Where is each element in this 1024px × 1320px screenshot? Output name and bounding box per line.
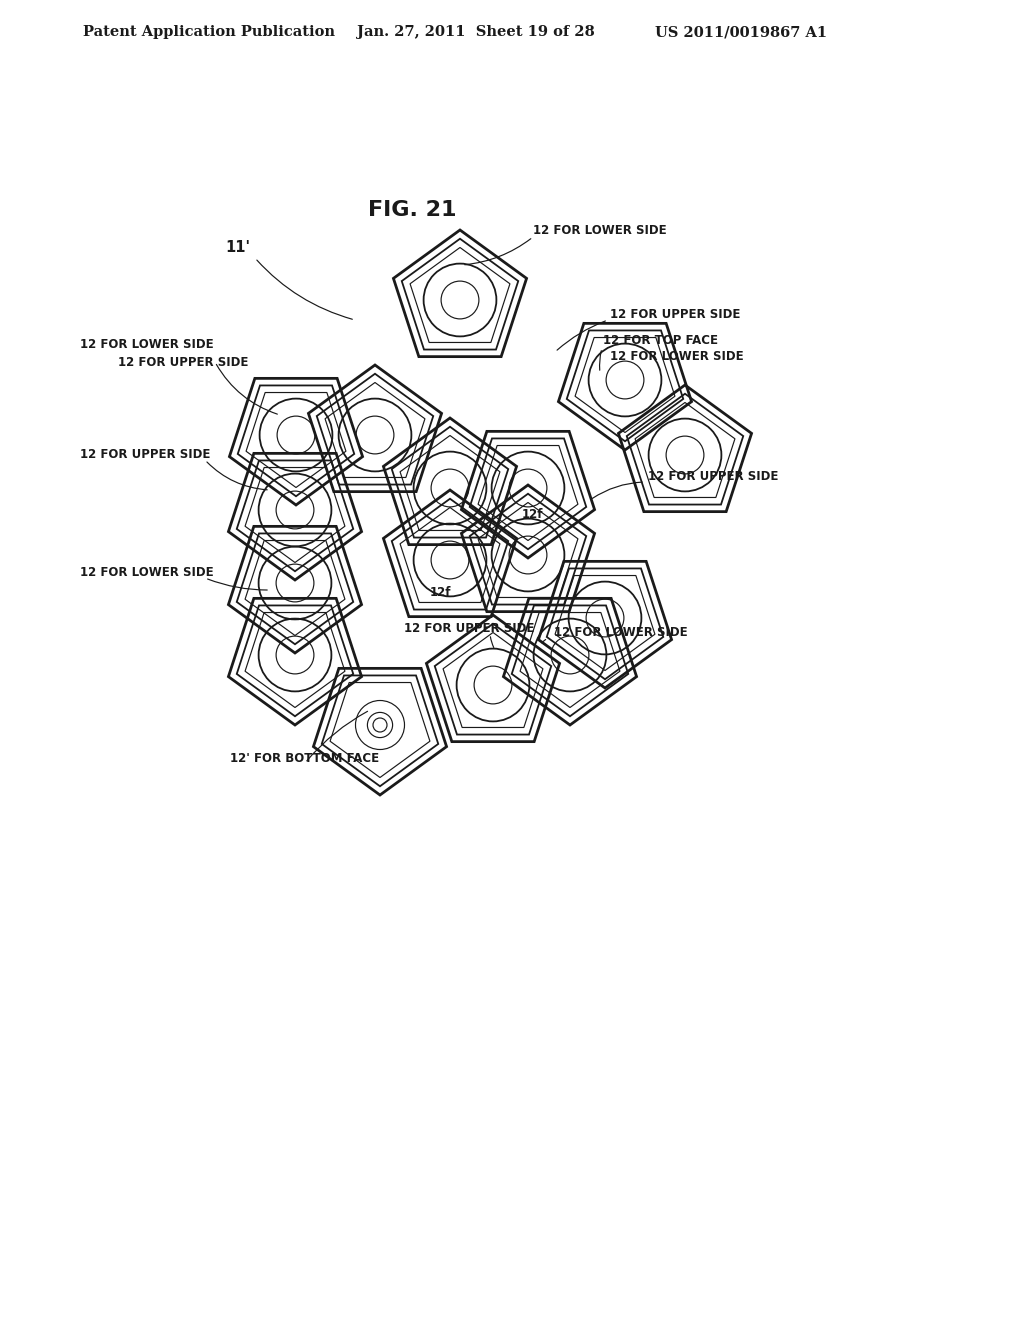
- Text: Patent Application Publication: Patent Application Publication: [83, 25, 335, 40]
- Text: US 2011/0019867 A1: US 2011/0019867 A1: [655, 25, 827, 40]
- Text: 12 FOR LOWER SIDE: 12 FOR LOWER SIDE: [610, 350, 743, 363]
- Text: Jan. 27, 2011  Sheet 19 of 28: Jan. 27, 2011 Sheet 19 of 28: [357, 25, 595, 40]
- Text: 12 FOR UPPER SIDE: 12 FOR UPPER SIDE: [610, 309, 740, 322]
- Text: 12f: 12f: [430, 586, 452, 598]
- Text: 12 FOR UPPER SIDE: 12 FOR UPPER SIDE: [80, 449, 210, 462]
- Text: 11': 11': [225, 240, 250, 256]
- Text: 12 FOR LOWER SIDE: 12 FOR LOWER SIDE: [80, 338, 214, 351]
- Text: 12 FOR LOWER SIDE: 12 FOR LOWER SIDE: [534, 223, 667, 236]
- Text: 12 FOR TOP FACE: 12 FOR TOP FACE: [603, 334, 718, 346]
- Text: 12' FOR BOTTOM FACE: 12' FOR BOTTOM FACE: [230, 751, 380, 764]
- Text: 12 FOR UPPER SIDE: 12 FOR UPPER SIDE: [648, 470, 778, 483]
- Text: FIG. 21: FIG. 21: [368, 201, 457, 220]
- Text: 12 FOR UPPER SIDE: 12 FOR UPPER SIDE: [404, 623, 535, 635]
- Text: 12 FOR LOWER SIDE: 12 FOR LOWER SIDE: [80, 566, 214, 579]
- Text: 12 FOR LOWER SIDE: 12 FOR LOWER SIDE: [554, 626, 688, 639]
- Text: 12 FOR UPPER SIDE: 12 FOR UPPER SIDE: [118, 355, 249, 368]
- Text: 12f: 12f: [522, 507, 544, 520]
